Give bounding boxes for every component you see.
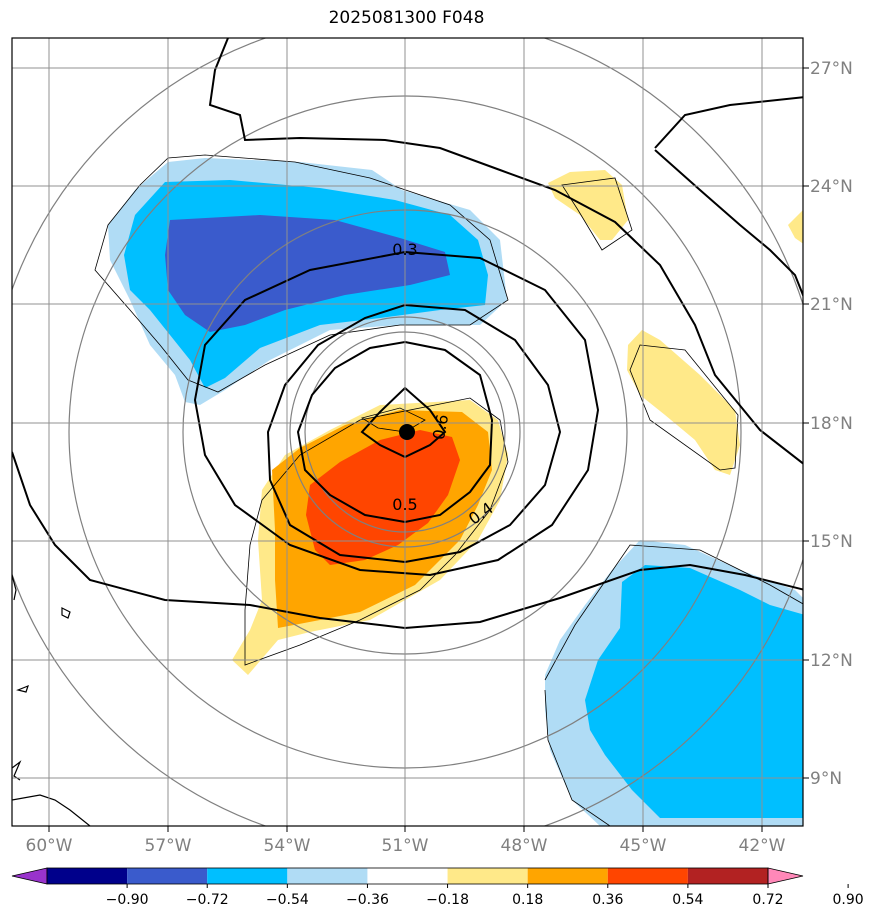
- colorbar-tick-label: 0.72: [752, 892, 783, 908]
- colorbar-swatch: [127, 868, 208, 884]
- lat-label-9n: 9°N: [810, 769, 842, 789]
- map-plot-area: 0.3 0.6 0.5 0.4: [12, 38, 803, 826]
- contour-label-0-6: 0.6: [429, 413, 452, 441]
- positive-anomaly-patch-east: [627, 330, 740, 475]
- colorbar-frame: [46, 867, 769, 885]
- lat-label-27n: 27°N: [810, 59, 853, 79]
- colorbar-extend-low: [11, 867, 48, 885]
- colorbar-swatch: [287, 868, 368, 884]
- positive-anomaly-patch-ne: [548, 170, 628, 240]
- map-frame: [11, 37, 804, 827]
- lon-label-60w: 60°W: [26, 836, 73, 856]
- lat-label-12n: 12°N: [810, 651, 853, 671]
- colorbar-swatch: [447, 868, 528, 884]
- colorbar-swatch: [47, 868, 128, 884]
- colorbar-tick-label: −0.36: [346, 892, 389, 908]
- colorbar-tick-label: 0.90: [833, 892, 864, 908]
- contour-label-0-3: 0.3: [392, 240, 417, 259]
- lat-label-15n: 15°N: [810, 532, 853, 552]
- colorbar-tick-label: −0.72: [186, 892, 229, 908]
- colorbar-tick-label: −0.54: [266, 892, 309, 908]
- lat-label-18n: 18°N: [810, 414, 853, 434]
- colorbar-tick-label: −0.18: [426, 892, 469, 908]
- coastlines: [12, 574, 91, 826]
- lon-label-42w: 42°W: [739, 836, 786, 856]
- positive-anomaly-red: [306, 430, 460, 565]
- contour-label-0-5: 0.5: [392, 495, 417, 514]
- negative-anomaly-dark-nw: [165, 215, 450, 332]
- lat-lon-grid: [12, 38, 803, 826]
- negative-anomaly-mid-se: [585, 565, 803, 818]
- lat-label-24n: 24°N: [810, 177, 853, 197]
- colorbar-swatch: [687, 868, 768, 884]
- lat-label-21n: 21°N: [810, 295, 853, 315]
- colorbar-extend-high: [767, 867, 804, 885]
- positive-anomaly-patch-edge: [788, 210, 803, 244]
- colorbar-tick-label: 0.54: [672, 892, 703, 908]
- lon-label-54w: 54°W: [264, 836, 311, 856]
- colorbar-swatch: [607, 868, 688, 884]
- colorbar-swatch: [207, 868, 288, 884]
- storm-center-marker: [399, 424, 415, 440]
- colorbar-swatch: [367, 868, 448, 884]
- lon-label-51w: 51°W: [382, 836, 429, 856]
- thin-contours: [94, 154, 803, 826]
- axis-ticks: [48, 67, 809, 832]
- lon-label-57w: 57°W: [145, 836, 192, 856]
- colorbar-tick-label: 0.18: [512, 892, 543, 908]
- colorbar-tick-label: −0.90: [106, 892, 149, 908]
- colorbar: −0.90 −0.72 −0.54 −0.36 −0.18 0.18 0.36 0.54 0.7…: [11, 867, 864, 908]
- colorbar-swatch: [527, 868, 608, 884]
- lon-label-45w: 45°W: [620, 836, 667, 856]
- lon-label-48w: 48°W: [501, 836, 548, 856]
- map-title: 2025081300 F048: [328, 8, 485, 28]
- colorbar-tick-label: 0.36: [592, 892, 623, 908]
